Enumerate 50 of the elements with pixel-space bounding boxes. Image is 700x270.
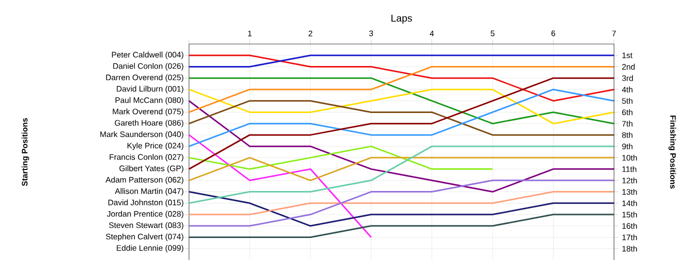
series-label: Paul McCann (080) bbox=[116, 97, 184, 105]
series-label: Adam Patterson (062) bbox=[106, 176, 184, 184]
series-label: Darren Overend (025) bbox=[106, 74, 184, 82]
x-tick-label: 7 bbox=[612, 30, 616, 36]
x-tick-label: 4 bbox=[430, 30, 434, 36]
y-tick-label: 3rd bbox=[622, 75, 633, 82]
series-label: Peter Caldwell (004) bbox=[112, 52, 184, 60]
line-series bbox=[188, 100, 615, 193]
series-label: Kyle Price (024) bbox=[128, 142, 184, 150]
x-tick-label: 1 bbox=[248, 30, 252, 36]
y-tick-label: 10th bbox=[622, 154, 637, 161]
y-tick-label: 16th bbox=[622, 222, 637, 229]
series-label: Stephen Calvert (074) bbox=[106, 234, 184, 241]
y-tick-label: 18th bbox=[622, 246, 637, 252]
y-tick-label: 8th bbox=[622, 132, 632, 138]
line-series bbox=[188, 54, 615, 102]
y-tick-label: 4th bbox=[622, 86, 632, 92]
x-tick-label: 2 bbox=[308, 30, 312, 36]
text: Starting Positions bbox=[22, 118, 30, 186]
line-series bbox=[188, 88, 615, 124]
y-tick-label: 11th bbox=[622, 166, 636, 172]
series-label: Allison Martin (047) bbox=[114, 188, 184, 196]
y-tick-label: 5th bbox=[622, 98, 632, 104]
series-label: Mark Overend (075) bbox=[112, 108, 184, 116]
y-tick-label: 7th bbox=[622, 120, 632, 127]
series-label: Gareth Hoare (086) bbox=[114, 120, 184, 128]
series-label: Francis Conlon (027) bbox=[110, 154, 184, 162]
series-label: Daniel Conlon (026) bbox=[113, 63, 184, 70]
x-axis-title: Laps bbox=[391, 14, 412, 24]
series-label: Mark Saunderson (040) bbox=[100, 131, 184, 139]
series-label: Gilbert Yates (GP) bbox=[119, 165, 184, 173]
y-tick-label: 2nd bbox=[622, 64, 635, 70]
y-tick-label: 14th bbox=[622, 200, 637, 206]
series-label: David Lilburn (001) bbox=[116, 86, 184, 94]
x-tick-label: 5 bbox=[490, 30, 494, 36]
y-axis-title: Finishing Positions bbox=[668, 116, 676, 189]
series-label: Jordan Prentice (028) bbox=[106, 210, 184, 218]
y-tick-label: 9th bbox=[622, 143, 632, 150]
y-tick-label: 12th bbox=[622, 177, 637, 184]
text: Eddie Lennie (099) bbox=[116, 244, 184, 252]
y-tick-label: 1st bbox=[622, 52, 632, 58]
series-label: David Johnston (015) bbox=[108, 199, 184, 207]
y-tick-label: 6th bbox=[622, 109, 632, 116]
x-tick-label: 3 bbox=[369, 30, 374, 36]
x-tick-label: 6 bbox=[551, 30, 556, 36]
y-tick-label: 15th bbox=[622, 212, 637, 218]
y-tick-label: 13th bbox=[622, 188, 637, 195]
y-tick-label: 17th bbox=[622, 234, 637, 240]
line-series bbox=[188, 134, 372, 238]
series-label: Steven Stewart (083) bbox=[109, 222, 184, 230]
